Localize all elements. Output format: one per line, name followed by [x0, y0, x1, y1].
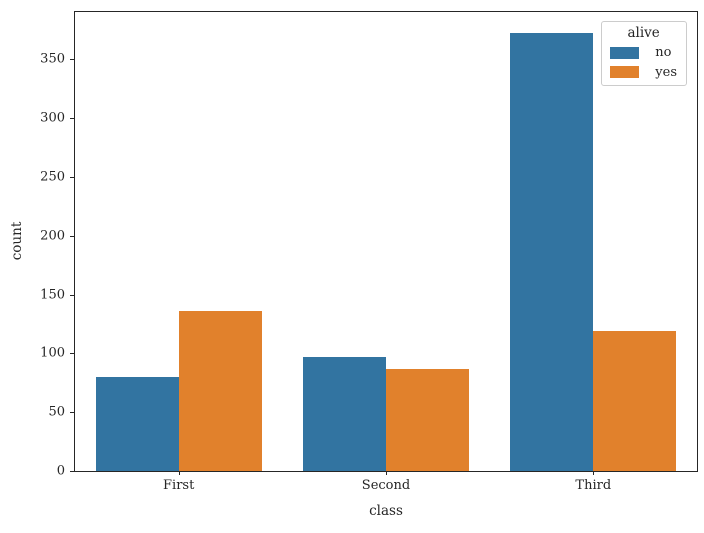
xtick-label-third: Third: [575, 478, 612, 493]
ytick-mark-0: [70, 471, 74, 472]
ytick-mark-150: [70, 294, 74, 296]
bar-second-no: [303, 356, 386, 471]
xtick-label-first: First: [163, 478, 195, 493]
x-axis-label: class: [369, 503, 403, 519]
legend: alive no yes: [601, 21, 687, 87]
legend-label-no: no: [655, 45, 672, 60]
plot-area: alive no yes: [74, 11, 698, 472]
legend-label-yes: yes: [655, 64, 677, 80]
legend-row-no: no: [610, 45, 677, 61]
ytick-label-0: 0: [56, 463, 65, 479]
ytick-mark-100: [70, 353, 74, 355]
ytick-label-100: 100: [40, 345, 65, 361]
ytick-label-50: 50: [48, 404, 65, 420]
xtick-mark-first: [178, 471, 180, 475]
xtick-mark-second: [386, 471, 387, 475]
xtick-label-second: Second: [361, 478, 411, 493]
ytick-mark-250: [70, 176, 74, 178]
bar-first-yes: [178, 310, 262, 471]
ytick-label-350: 350: [40, 51, 65, 67]
legend-swatch-no: [610, 46, 640, 59]
ytick-mark-200: [70, 235, 74, 237]
ytick-label-150: 150: [40, 287, 65, 302]
ytick-label-200: 200: [40, 228, 65, 244]
legend-row-yes: yes: [610, 65, 677, 81]
legend-entries: no yes: [610, 45, 677, 80]
legend-title: alive: [627, 25, 660, 41]
ytick-label-300: 300: [40, 110, 65, 126]
bar-third-no: [510, 33, 594, 471]
ytick-mark-50: [70, 412, 74, 414]
ytick-mark-350: [70, 59, 74, 61]
xtick-mark-third: [593, 471, 595, 475]
ytick-label-250: 250: [40, 169, 65, 185]
bar-first-no: [95, 376, 179, 471]
bar-third-yes: [593, 330, 677, 471]
y-axis-label: count: [9, 221, 25, 261]
ytick-mark-300: [70, 117, 74, 119]
bar-second-yes: [386, 368, 469, 471]
legend-swatch-yes: [610, 66, 640, 79]
